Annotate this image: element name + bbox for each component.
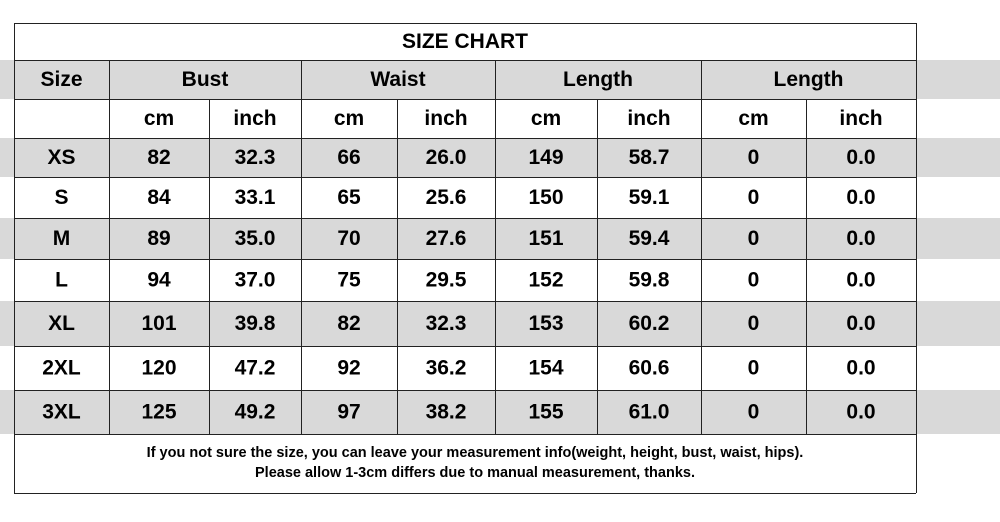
table-cell: 149: [528, 146, 563, 169]
table-cell: 0: [748, 401, 760, 424]
table-cell: 94: [147, 269, 171, 292]
row-band: [0, 218, 1000, 259]
table-cell: 60.6: [629, 357, 670, 380]
row-band: [0, 390, 1000, 434]
column-header: Length: [774, 68, 844, 91]
table-cell: 0.0: [846, 186, 875, 209]
unit-header: inch: [839, 107, 882, 130]
table-cell: 92: [337, 357, 360, 380]
table-cell: 27.6: [426, 227, 467, 250]
table-cell: 152: [528, 269, 563, 292]
size-label: 2XL: [42, 357, 81, 380]
unit-header: inch: [233, 107, 276, 130]
size-label: XS: [47, 146, 75, 169]
table-cell: 47.2: [235, 357, 276, 380]
table-cell: 25.6: [426, 186, 467, 209]
table-cell: 0.0: [846, 312, 875, 335]
table-cell: 37.0: [235, 269, 276, 292]
table-cell: 49.2: [235, 401, 276, 424]
table-cell: 58.7: [629, 146, 670, 169]
table-cell: 75: [337, 269, 361, 292]
table-cell: 82: [337, 312, 360, 335]
table-cell: 59.4: [629, 227, 670, 250]
table-cell: 70: [337, 227, 360, 250]
table-cell: 82: [147, 146, 170, 169]
table-cell: 0: [748, 227, 760, 250]
row-band: [0, 301, 1000, 346]
table-cell: 0.0: [846, 357, 875, 380]
table-cell: 153: [528, 312, 563, 335]
size-label: M: [53, 227, 71, 250]
table-cell: 0.0: [846, 269, 875, 292]
table-cell: 151: [528, 227, 563, 250]
size-label: S: [54, 186, 68, 209]
table-cell: 97: [337, 401, 360, 424]
table-cell: 0: [748, 312, 760, 335]
unit-header: cm: [738, 107, 768, 130]
table-cell: 0.0: [846, 401, 875, 424]
size-label: L: [55, 269, 68, 292]
table-cell: 59.8: [629, 269, 670, 292]
column-header: Length: [563, 68, 633, 91]
table-cell: 33.1: [235, 186, 276, 209]
table-cell: 120: [141, 357, 176, 380]
size-label: XL: [48, 312, 75, 335]
footer-note: If you not sure the size, you can leave …: [147, 445, 804, 461]
table-cell: 65: [337, 186, 361, 209]
table-cell: 59.1: [629, 186, 670, 209]
table-cell: 60.2: [629, 312, 670, 335]
table-cell: 150: [528, 186, 563, 209]
table-cell: 0: [748, 357, 760, 380]
column-header: Bust: [182, 68, 229, 91]
row-band: [0, 138, 1000, 177]
table-cell: 0: [748, 146, 760, 169]
unit-header: inch: [627, 107, 670, 130]
unit-header: cm: [531, 107, 561, 130]
footer-note: Please allow 1-3cm differs due to manual…: [255, 465, 695, 481]
size-label: 3XL: [42, 401, 81, 424]
table-cell: 125: [141, 401, 176, 424]
unit-header: cm: [144, 107, 174, 130]
unit-header: inch: [424, 107, 467, 130]
table-cell: 26.0: [426, 146, 467, 169]
row-band: [0, 60, 1000, 99]
table-cell: 0.0: [846, 227, 875, 250]
table-cell: 101: [141, 312, 176, 335]
table-cell: 36.2: [426, 357, 467, 380]
table-cell: 35.0: [235, 227, 276, 250]
table-cell: 0: [748, 186, 760, 209]
unit-header: cm: [334, 107, 364, 130]
table-cell: 32.3: [235, 146, 276, 169]
table-cell: 39.8: [235, 312, 276, 335]
column-header: Waist: [370, 68, 425, 91]
table-cell: 29.5: [426, 269, 467, 292]
table-title: SIZE CHART: [402, 30, 528, 53]
table-cell: 38.2: [426, 401, 467, 424]
table-cell: 61.0: [629, 401, 670, 424]
table-cell: 32.3: [426, 312, 467, 335]
table-cell: 84: [147, 186, 171, 209]
table-cell: 66: [337, 146, 360, 169]
table-cell: 155: [528, 401, 563, 424]
table-cell: 0: [748, 269, 760, 292]
table-cell: 89: [147, 227, 170, 250]
table-cell: 154: [528, 357, 563, 380]
column-header: Size: [40, 68, 82, 91]
table-cell: 0.0: [846, 146, 875, 169]
